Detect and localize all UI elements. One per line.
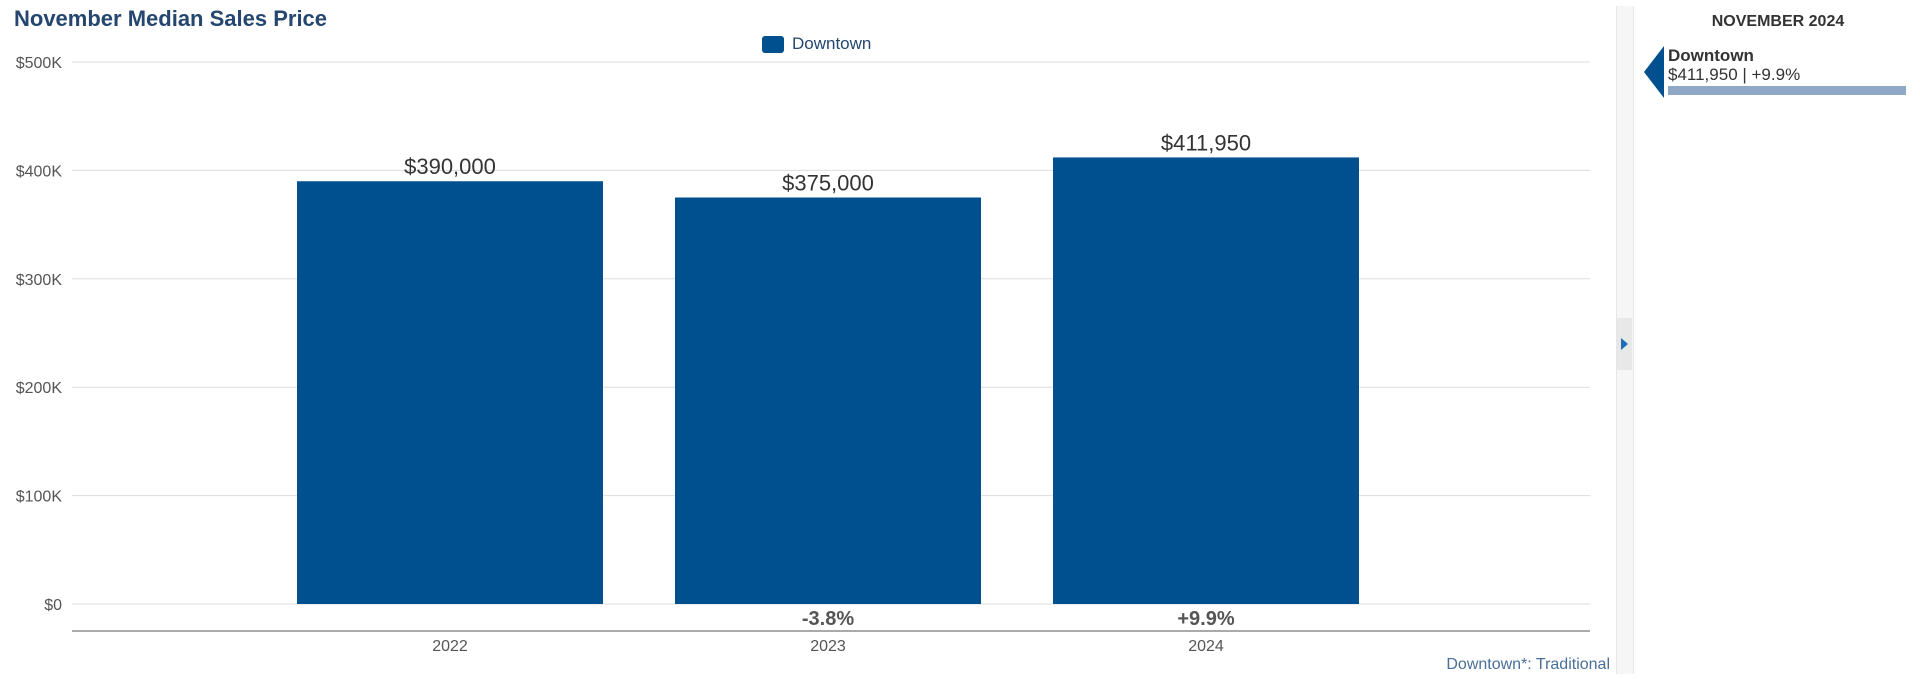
legend-swatch [762, 35, 784, 53]
y-tick-label: $400K [16, 163, 63, 180]
side-entry-downtown[interactable]: Downtown $411,950 | +9.9% [1644, 46, 1914, 102]
y-tick-label: $300K [16, 272, 63, 289]
y-tick-label: $500K [16, 55, 63, 72]
footnote: Downtown*: Traditional [1446, 656, 1610, 673]
bar-chart: $0 $100K $200K $300K $400K $500K $390,000 2022 $… [16, 55, 1590, 655]
side-entry-value: $411,950 | +9.9% [1668, 65, 1801, 84]
data-label: $375,000 [782, 171, 874, 196]
selected-pointer-icon [1644, 46, 1664, 98]
legend[interactable]: Downtown [762, 34, 871, 54]
chart-title: November Median Sales Price [14, 6, 328, 31]
data-label: $390,000 [404, 154, 496, 179]
caret-right-icon [1621, 338, 1628, 350]
y-tick-label: $200K [16, 380, 63, 397]
side-panel-heading: NOVEMBER 2024 [1711, 13, 1845, 30]
bar[interactable] [1053, 157, 1359, 604]
x-tick-label: 2022 [432, 638, 468, 655]
data-label: $411,950 [1161, 130, 1251, 155]
y-tick-label: $0 [44, 597, 62, 614]
x-tick-label: 2024 [1188, 638, 1224, 655]
side-entry-name: Downtown [1668, 46, 1754, 65]
y-tick-label: $100K [16, 489, 63, 506]
bar[interactable] [675, 197, 981, 605]
collapse-panel-button[interactable] [1617, 318, 1632, 370]
legend-label: Downtown [792, 34, 872, 53]
side-panel: NOVEMBER 2024 Downtown $411,950 | +9.9% [1636, 0, 1920, 679]
bar[interactable] [297, 181, 603, 605]
change-label: +9.9% [1177, 608, 1234, 630]
change-label: -3.8% [802, 608, 854, 630]
x-tick-label: 2023 [810, 638, 846, 655]
side-entry-bar [1668, 86, 1906, 95]
